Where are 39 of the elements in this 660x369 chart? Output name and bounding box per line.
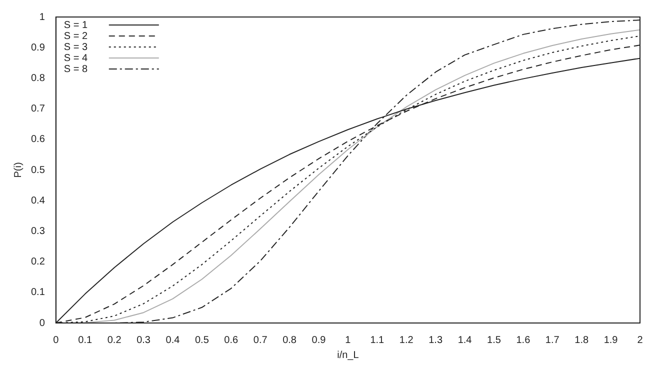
x-tick-label: 1.3 (428, 334, 443, 346)
x-tick-label: 1.5 (487, 334, 502, 346)
y-tick-label: 0.2 (30, 256, 46, 268)
legend-label: S = 8 (64, 64, 88, 75)
x-tick-label: 1.1 (370, 334, 385, 346)
y-tick-label: 0.6 (30, 134, 46, 146)
y-tick-label: 0.3 (30, 226, 46, 237)
y-tick-label: 0.8 (30, 72, 46, 84)
x-tick-label: 0.9 (312, 334, 326, 346)
x-tick-label: 0.6 (224, 334, 239, 346)
x-tick-label: 1.7 (545, 334, 560, 346)
x-tick-label: 1.2 (399, 334, 414, 346)
x-tick-label: 0 (53, 334, 60, 346)
x-tick-label: 0.7 (253, 334, 268, 346)
x-tick-label: 1.6 (516, 334, 531, 346)
x-tick-label: 0.5 (194, 334, 210, 346)
y-axis-title: P(i) (12, 162, 24, 178)
y-tick-label: 0.9 (30, 42, 46, 54)
y-tick-label: 0.4 (30, 195, 46, 206)
y-tick-label: 0.5 (30, 164, 46, 176)
legend-label: S = 1 (64, 20, 88, 31)
y-tick-label: 0 (39, 318, 46, 329)
x-axis-title: i/n_L (337, 350, 360, 361)
x-tick-label: 0.3 (136, 334, 151, 346)
legend-label: S = 4 (64, 52, 88, 64)
x-tick-label: 1.4 (458, 334, 472, 346)
x-tick-label: 0.2 (107, 334, 122, 346)
x-tick-label: 0.8 (282, 334, 297, 346)
x-tick-label: 0.1 (78, 334, 92, 346)
x-tick-label: 1.8 (574, 334, 589, 346)
legend-label: S = 2 (64, 30, 88, 42)
y-tick-label: 0.1 (30, 287, 46, 298)
x-tick-label: 0.4 (166, 334, 180, 346)
x-tick-label: 2 (637, 334, 644, 346)
x-tick-label: 1 (345, 334, 352, 346)
y-tick-label: 1 (39, 12, 46, 23)
x-tick-label: 1.9 (604, 334, 618, 346)
legend-label: S = 3 (64, 42, 88, 53)
y-tick-label: 0.7 (30, 104, 46, 115)
